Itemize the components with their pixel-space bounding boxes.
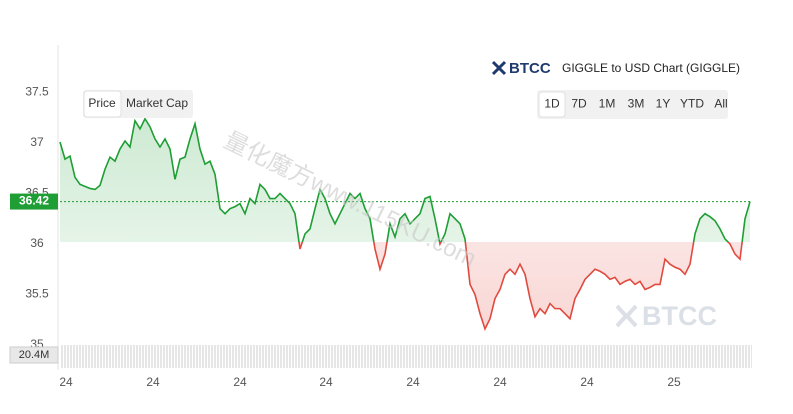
tab[interactable]: Market Cap: [126, 96, 188, 110]
area-down: [60, 241, 750, 329]
range-group: [537, 90, 728, 119]
x-tick-label: 24: [493, 375, 507, 389]
x-tick-label: 24: [580, 375, 594, 389]
line-down: [298, 241, 743, 331]
range-selected: [538, 91, 566, 118]
x-tick-label: 24: [233, 375, 247, 389]
chart-title: GIGGLE to USD Chart (GIGGLE): [562, 61, 740, 75]
range-button[interactable]: 1D: [544, 97, 560, 111]
area-up: [60, 118, 750, 242]
x-tick-label: 25: [667, 375, 681, 389]
price-label: 36.42: [19, 194, 49, 208]
watermark-logo: BTCC: [615, 301, 717, 331]
logo-text: BTCC: [509, 60, 551, 77]
volume-bars: [60, 345, 752, 368]
range-button[interactable]: YTD: [680, 97, 704, 111]
x-tick-label: 24: [406, 375, 420, 389]
range-button[interactable]: 1Y: [656, 97, 671, 111]
volume-label: 20.4M: [19, 349, 50, 361]
price-label-box: [10, 193, 58, 210]
range-button[interactable]: 3M: [628, 97, 645, 111]
x-tick-label: 24: [59, 375, 73, 389]
volume-label-box: [9, 346, 59, 364]
y-tick-label: 35.5: [25, 287, 49, 301]
line-up: [59, 117, 751, 242]
range-button[interactable]: All: [714, 97, 727, 111]
x-tick-label: 24: [146, 375, 160, 389]
tab-selected: [83, 90, 122, 118]
watermark: BTCC: [642, 301, 717, 331]
range-button[interactable]: 1M: [599, 97, 616, 111]
tab[interactable]: Price: [88, 96, 116, 110]
logo: BTCC: [491, 60, 551, 77]
y-tick-label: 37: [30, 135, 44, 149]
range-button[interactable]: 7D: [571, 97, 587, 111]
y-tick-label: 37.5: [25, 85, 49, 99]
x-tick-label: 24: [319, 375, 333, 389]
y-tick-label: 36: [30, 236, 44, 250]
